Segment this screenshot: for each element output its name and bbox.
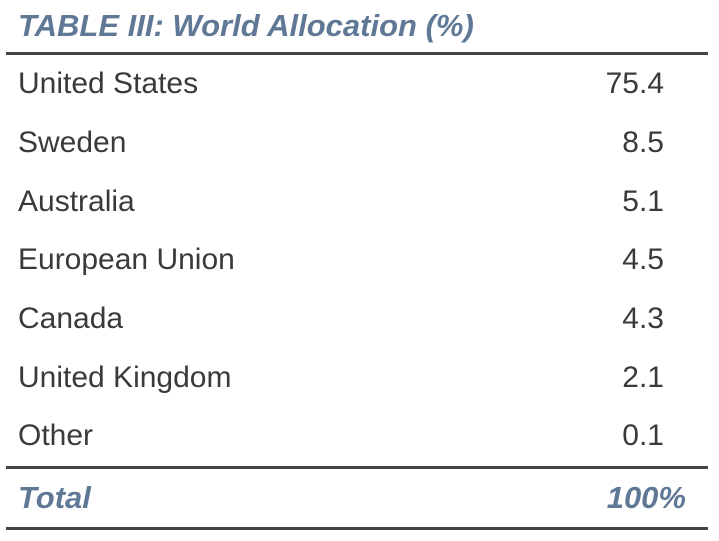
allocation-table: TABLE III: World Allocation (%) United S… <box>6 0 708 530</box>
table-row: Sweden 8.5 <box>6 114 708 173</box>
row-value: 4.3 <box>622 302 664 336</box>
table-row: European Union 4.5 <box>6 231 708 290</box>
row-value: 5.1 <box>622 184 664 218</box>
header-rule <box>6 52 708 55</box>
table-title: TABLE III: World Allocation (%) <box>18 8 474 43</box>
row-value: 4.5 <box>622 243 664 277</box>
row-label: Other <box>18 419 94 453</box>
total-rule <box>6 465 708 469</box>
row-value: 2.1 <box>622 360 664 394</box>
row-label: Canada <box>18 302 124 336</box>
row-label: Australia <box>18 184 135 218</box>
row-label: Sweden <box>18 126 127 160</box>
table-body: United States 75.4 Sweden 8.5 Australia … <box>6 55 708 466</box>
row-value: 0.1 <box>622 419 664 453</box>
table-row: United Kingdom 2.1 <box>6 348 708 407</box>
table-row: United States 75.4 <box>6 55 708 114</box>
total-row: Total 100% <box>6 469 708 527</box>
row-label: United States <box>18 67 199 101</box>
row-value: 75.4 <box>605 67 664 101</box>
row-label: European Union <box>18 243 235 277</box>
total-label: Total <box>18 479 91 515</box>
row-label: United Kingdom <box>18 360 232 394</box>
table-row: Other 0.1 <box>6 407 708 466</box>
table-row: Canada 4.3 <box>6 290 708 349</box>
bottom-rule <box>6 526 708 530</box>
total-value: 100% <box>606 479 686 515</box>
row-value: 8.5 <box>622 126 664 160</box>
table-row: Australia 5.1 <box>6 172 708 231</box>
